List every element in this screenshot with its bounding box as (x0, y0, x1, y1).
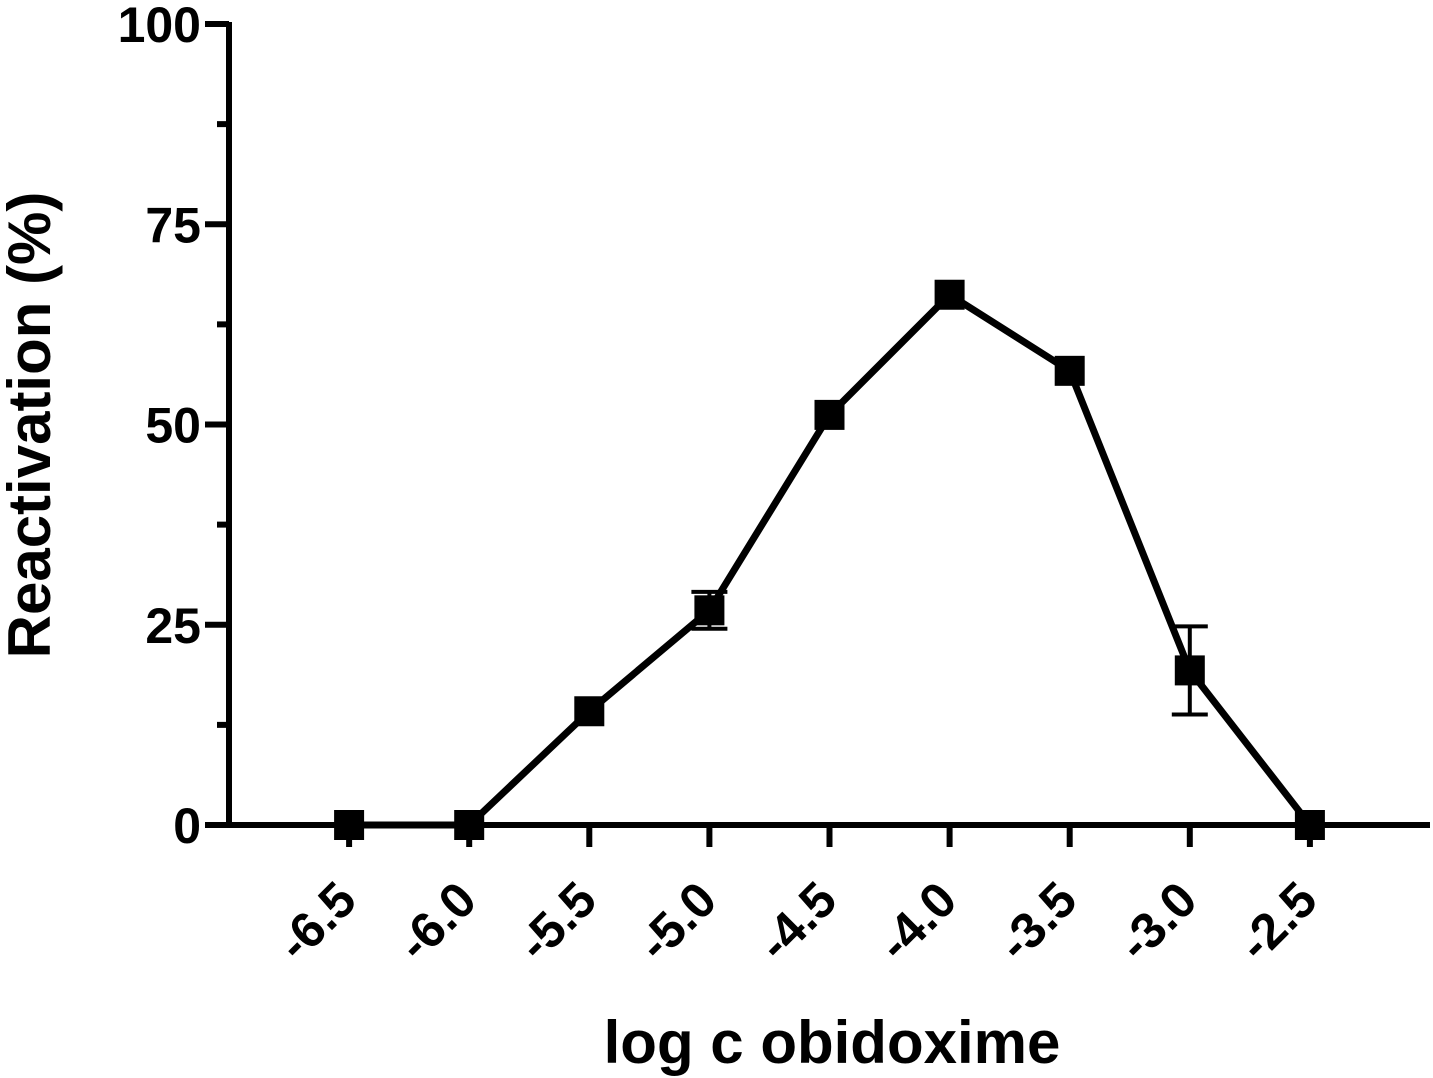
x-tick-label: -4.5 (747, 871, 848, 972)
y-tick-label: 50 (145, 398, 201, 454)
x-axis-title: log c obidoxime (604, 1009, 1061, 1076)
x-axis: -6.5 -6.0 -5.5 -5.0 -4.5 -4.0 -3.5 -3.0 -2.5 (226, 822, 1430, 972)
data-point (1294, 810, 1325, 840)
x-tick-label: -6.0 (386, 871, 487, 972)
x-tick-label: -5.0 (627, 871, 728, 972)
data-point (934, 279, 965, 310)
x-tick-label: -4.0 (867, 871, 968, 972)
y-tick-label: 0 (173, 798, 201, 854)
data-point (334, 810, 365, 840)
x-tick-label: -2.5 (1227, 871, 1328, 972)
series-line (349, 290, 1313, 829)
y-axis: 0 25 50 75 100 (118, 0, 232, 854)
x-tick-label: -5.5 (507, 871, 608, 972)
y-axis-title: Reactivation (%) (0, 192, 63, 659)
plot-area (334, 279, 1325, 840)
x-tick-label: -3.5 (987, 871, 1088, 972)
x-tick-label: -3.0 (1107, 871, 1208, 972)
y-tick-label: 75 (145, 197, 201, 253)
data-point (1174, 655, 1205, 686)
data-point (814, 399, 845, 430)
y-tick-label: 25 (145, 598, 201, 654)
data-point (574, 696, 605, 727)
data-point (454, 810, 485, 840)
data-point (1054, 355, 1085, 386)
x-tick-label: -6.5 (266, 871, 367, 972)
data-point (694, 595, 725, 626)
y-tick-label: 100 (118, 0, 201, 53)
